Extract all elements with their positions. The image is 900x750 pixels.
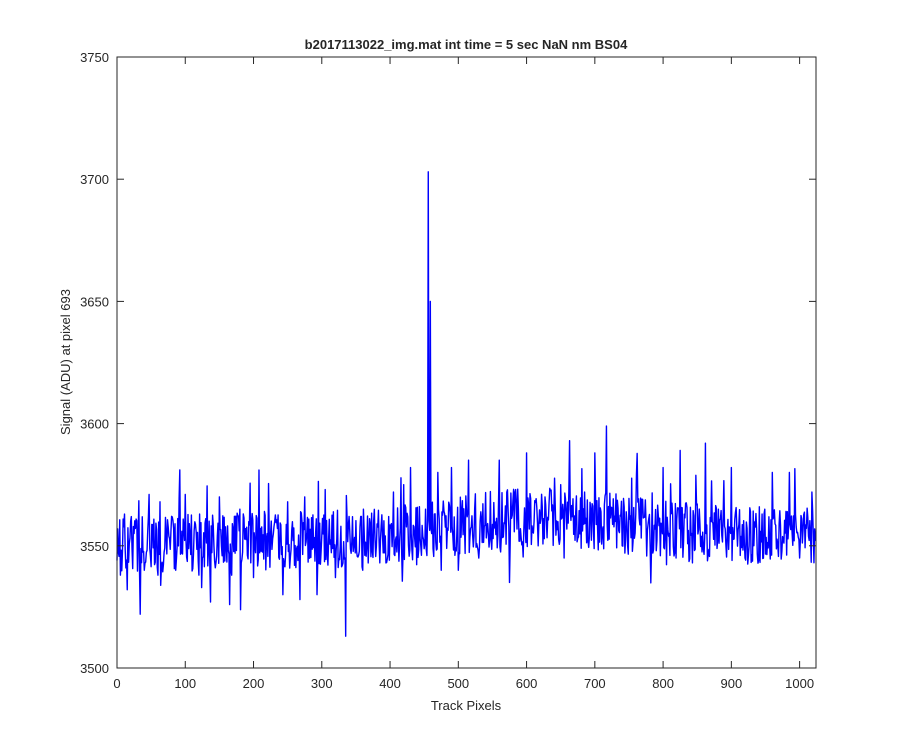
x-tick-label: 400 (379, 676, 401, 691)
y-tick-label: 3700 (80, 172, 109, 187)
chart-title: b2017113022_img.mat int time = 5 sec NaN… (305, 37, 628, 52)
x-tick-label: 300 (311, 676, 333, 691)
x-tick-label: 700 (584, 676, 606, 691)
signal-line (116, 171, 817, 637)
x-tick-label: 100 (174, 676, 196, 691)
x-tick-label: 1000 (785, 676, 814, 691)
x-tick-label: 800 (652, 676, 674, 691)
y-tick-label: 3500 (80, 661, 109, 676)
x-tick-label: 600 (516, 676, 538, 691)
axes-box (116, 56, 817, 669)
y-tick-label: 3600 (80, 417, 109, 432)
plot-area (117, 57, 816, 668)
x-axis-ticks: 0 100 200 300 400 500 600 700 800 900 1000 (113, 57, 814, 691)
y-tick-label: 3650 (80, 294, 109, 309)
y-tick-label: 3750 (80, 50, 109, 65)
x-tick-label: 900 (721, 676, 743, 691)
y-tick-label: 3550 (80, 539, 109, 554)
x-tick-label: 200 (243, 676, 265, 691)
y-axis-ticks: 3500 3550 3600 3650 3700 3750 (80, 50, 816, 676)
y-axis-label: Signal (ADU) at pixel 693 (58, 289, 73, 435)
x-tick-label: 500 (447, 676, 469, 691)
x-tick-label: 0 (113, 676, 120, 691)
x-axis-label: Track Pixels (431, 698, 502, 713)
data-layer (116, 171, 817, 637)
